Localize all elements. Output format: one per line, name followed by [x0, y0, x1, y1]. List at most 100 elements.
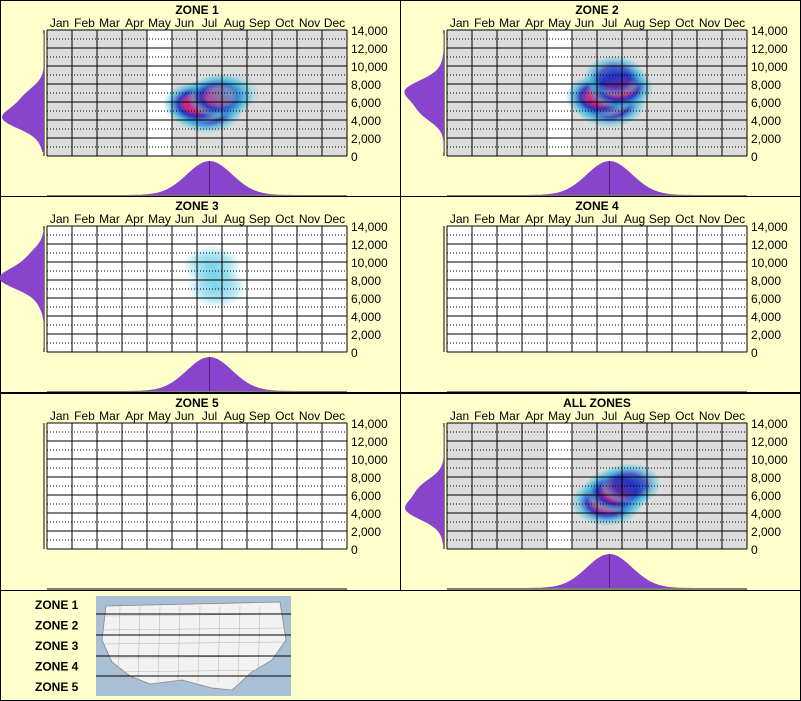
elevation-tick-label: 4,000	[351, 114, 381, 128]
elevation-tick-label: 12,000	[751, 238, 788, 252]
month-column	[72, 30, 97, 156]
elevation-tick-label: 8,000	[351, 274, 381, 288]
usa-map-icon	[96, 596, 291, 696]
zone-legend-label: ZONE 5	[35, 680, 79, 694]
month-tick-label: Sep	[249, 409, 271, 423]
elevation-tick-label: 8,000	[751, 78, 781, 92]
month-tick-label: Feb	[74, 212, 95, 226]
month-tick-label: May	[148, 212, 171, 226]
month-tick-label: Mar	[99, 212, 120, 226]
heat-blob	[199, 72, 260, 114]
month-tick-label: Jul	[602, 16, 617, 30]
elevation-tick-label: 2,000	[751, 525, 781, 539]
month-tick-label: Jan	[50, 409, 69, 423]
month-tick-label: Aug	[224, 16, 245, 30]
elevation-tick-label: 4,000	[751, 507, 781, 521]
elevation-tick-label: 12,000	[751, 435, 788, 449]
month-tick-label: Feb	[474, 212, 495, 226]
elevation-tick-label: 4,000	[351, 507, 381, 521]
month-tick-label: Sep	[249, 16, 271, 30]
elevation-tick-label: 2,000	[751, 328, 781, 342]
month-tick-label: Jun	[175, 212, 194, 226]
elevation-tick-label: 6,000	[751, 96, 781, 110]
month-tick-label: Jan	[50, 16, 69, 30]
month-tick-label: Feb	[474, 409, 495, 423]
elevation-tick-label: 4,000	[351, 310, 381, 324]
zone-legend-label: ZONE 2	[35, 619, 79, 633]
heat-blob	[583, 55, 646, 98]
elevation-tick-label: 8,000	[351, 78, 381, 92]
month-column	[97, 30, 122, 156]
elevation-tick-label: 10,000	[351, 453, 388, 467]
month-column	[222, 423, 247, 549]
month-column	[697, 30, 722, 156]
elevation-tick-label: 14,000	[751, 417, 788, 431]
elevation-tick-label: 6,000	[751, 489, 781, 503]
month-tick-label: Aug	[624, 409, 645, 423]
month-tick-label: Mar	[99, 409, 120, 423]
elevation-tick-label: 8,000	[751, 274, 781, 288]
month-tick-label: Mar	[99, 16, 120, 30]
elevation-tick-label: 14,000	[351, 417, 388, 431]
month-tick-label: Sep	[649, 212, 671, 226]
month-tick-label: Jul	[202, 409, 217, 423]
month-tick-label: Nov	[299, 409, 320, 423]
elevation-tick-label: 10,000	[351, 256, 388, 270]
elevation-tick-label: 6,000	[351, 489, 381, 503]
month-tick-label: Jan	[450, 409, 469, 423]
month-column	[172, 423, 197, 549]
month-density-curve	[457, 554, 737, 588]
month-column	[297, 226, 322, 352]
month-column	[497, 423, 522, 549]
elevation-tick-label: 14,000	[751, 220, 788, 234]
month-tick-label: Jan	[450, 16, 469, 30]
panel-title: ZONE 5	[175, 396, 219, 410]
panel-title: ZONE 1	[175, 3, 219, 17]
month-column	[72, 423, 97, 549]
zone-panel: ZONE 1 Jan Feb Mar Apr May Jun Jul Aug Sep Oct Nov D…	[0, 0, 401, 197]
zone-legend-label: ZONE 4	[35, 660, 79, 674]
elevation-density-curve	[405, 427, 444, 545]
zone-legend: ZONE 1 ZONE 2 ZONE 3 ZONE 4 ZONE 5	[0, 590, 801, 701]
elevation-tick-label: 0	[351, 346, 358, 360]
elevation-tick-label: 14,000	[351, 24, 388, 38]
month-column	[497, 30, 522, 156]
elevation-tick-label: 10,000	[751, 256, 788, 270]
month-column	[297, 30, 322, 156]
month-tick-label: Dec	[724, 16, 745, 30]
elevation-tick-label: 4,000	[751, 114, 781, 128]
month-column	[697, 423, 722, 549]
panel-title: ZONE 2	[575, 3, 619, 17]
month-tick-label: Dec	[724, 212, 745, 226]
month-tick-label: Dec	[324, 16, 345, 30]
month-column	[97, 226, 122, 352]
elevation-density-curve	[404, 34, 444, 152]
month-column	[297, 423, 322, 549]
month-tick-label: May	[548, 212, 571, 226]
zone-legend-label: ZONE 1	[35, 598, 79, 612]
elevation-tick-label: 2,000	[751, 132, 781, 146]
month-density-curve	[457, 161, 737, 195]
month-tick-label: May	[148, 409, 171, 423]
month-tick-label: Jan	[450, 212, 469, 226]
elevation-tick-label: 10,000	[351, 60, 388, 74]
month-tick-label: Jul	[202, 212, 217, 226]
month-tick-label: May	[548, 16, 571, 30]
month-tick-label: May	[148, 16, 171, 30]
month-tick-label: Feb	[74, 16, 95, 30]
zone-panel: ZONE 4 Jan Feb Mar Apr May Jun Jul Aug Sep Oct Nov D…	[400, 196, 801, 393]
month-tick-label: Oct	[675, 16, 694, 30]
month-tick-label: Nov	[699, 16, 720, 30]
month-tick-label: Apr	[125, 409, 144, 423]
elevation-density-curve	[0, 230, 44, 348]
month-tick-label: Nov	[299, 212, 320, 226]
month-tick-label: Jun	[175, 16, 194, 30]
zone-panel: ZONE 3 Jan Feb Mar Apr May Jun Jul Aug Sep Oct Nov D…	[0, 196, 401, 393]
month-column	[472, 423, 497, 549]
month-column	[472, 226, 497, 352]
month-tick-label: Apr	[125, 212, 144, 226]
month-tick-label: Aug	[624, 16, 645, 30]
month-tick-label: Apr	[525, 212, 544, 226]
elevation-tick-label: 12,000	[351, 42, 388, 56]
